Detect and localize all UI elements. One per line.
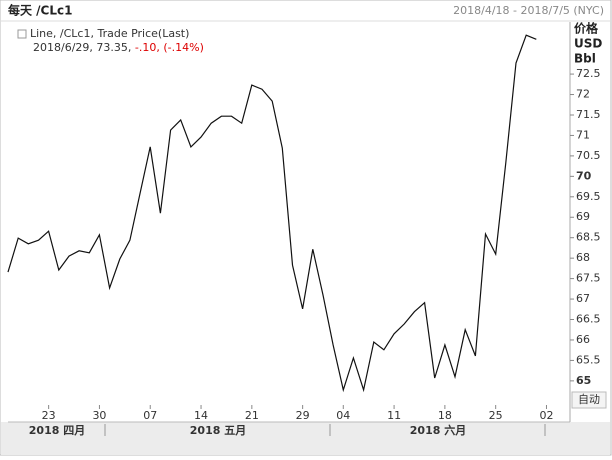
y-tick-label: 68 — [576, 251, 590, 264]
x-tick-label: 14 — [194, 409, 208, 422]
legend-price: 73.35, — [96, 41, 131, 54]
x-tick-label: 29 — [296, 409, 310, 422]
legend-change: -.10, — [135, 41, 160, 54]
y-tick-label: 65.5 — [576, 353, 601, 366]
x-tick-label: 18 — [438, 409, 452, 422]
month-label: 2018 五月 — [190, 424, 246, 437]
auto-button-label[interactable]: 自动 — [578, 393, 600, 406]
y-tick-label: 71.5 — [576, 108, 601, 121]
x-tick-label: 23 — [42, 409, 56, 422]
y-tick-label: 72 — [576, 88, 590, 101]
x-tick-label: 21 — [245, 409, 259, 422]
axis-title: USD — [574, 37, 602, 51]
legend-title: Line, /CLc1, Trade Price(Last) — [30, 27, 189, 40]
y-tick-label: 67 — [576, 292, 590, 305]
x-tick-label: 04 — [336, 409, 350, 422]
legend-values: 2018/6/29, 73.35, -.10, (-.14%) — [33, 41, 204, 54]
axis-title: Bbl — [574, 52, 596, 66]
axis-title: 价格 — [574, 21, 599, 36]
y-tick-label: 66.5 — [576, 313, 601, 326]
y-tick-label: 65 — [576, 374, 591, 387]
auto-button[interactable] — [571, 391, 607, 409]
month-strip — [1, 422, 610, 455]
x-tick-label: 25 — [489, 409, 503, 422]
y-tick-label: 67.5 — [576, 272, 601, 285]
legend-pct: (-.14%) — [163, 41, 204, 54]
y-tick-label: 70 — [576, 169, 592, 182]
x-tick-label: 11 — [387, 409, 401, 422]
legend-date: 2018/6/29, — [33, 41, 93, 54]
y-tick-label: 69 — [576, 210, 590, 223]
chart-title: 每天 /CLc1 — [8, 3, 72, 18]
y-tick-label: 69.5 — [576, 190, 601, 203]
month-label: 2018 四月 — [29, 424, 85, 437]
x-tick-label: 02 — [539, 409, 553, 422]
y-tick-label: 71 — [576, 128, 590, 141]
y-tick-label: 70.5 — [576, 149, 601, 162]
y-tick-label: 68.5 — [576, 231, 601, 244]
price-line — [7, 34, 537, 393]
legend-box — [17, 29, 27, 39]
date-range: 2018/4/18 - 2018/7/5 (NYC) — [453, 4, 604, 17]
y-tick-label: 66 — [576, 333, 590, 346]
x-tick-label: 07 — [143, 409, 157, 422]
y-tick-label: 72.5 — [576, 67, 601, 80]
x-tick-label: 30 — [92, 409, 106, 422]
month-label: 2018 六月 — [410, 423, 466, 437]
